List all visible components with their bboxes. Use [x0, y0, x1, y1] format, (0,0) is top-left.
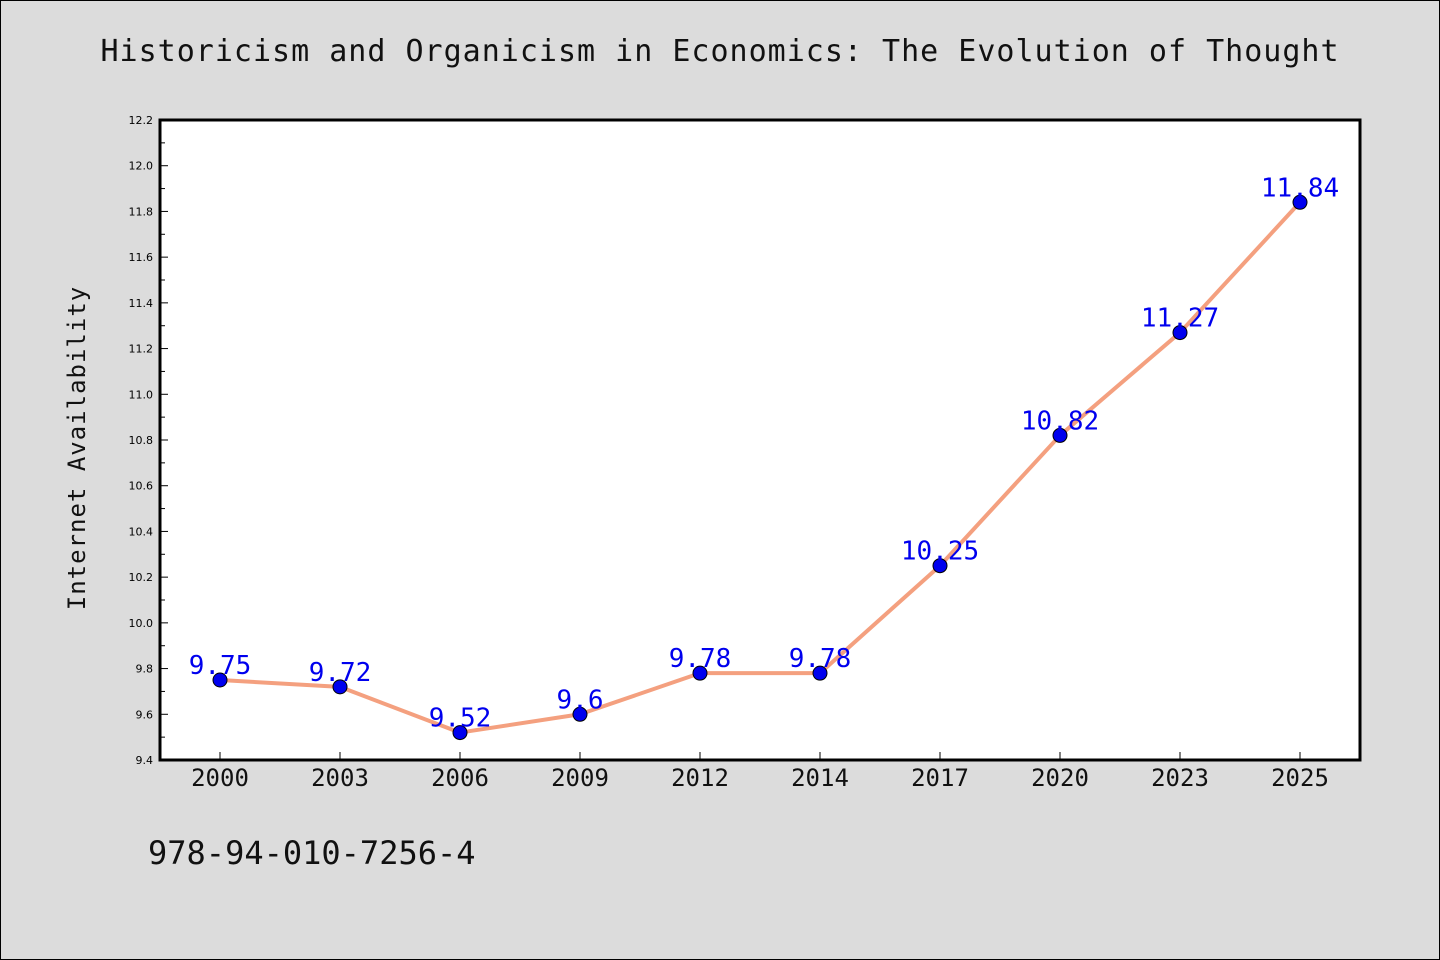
- x-tick-label: 2003: [311, 764, 369, 792]
- y-tick-label: 9.8: [136, 663, 154, 676]
- y-tick-label: 11.0: [129, 388, 154, 401]
- data-point: [452, 725, 468, 741]
- data-point: [572, 706, 588, 722]
- data-label: 9.6: [557, 685, 604, 715]
- x-tick-label: 2012: [671, 764, 729, 792]
- plot-area: [158, 118, 1362, 762]
- data-point: [332, 679, 348, 695]
- y-axis: 9.4 9.6 9.8 10.0 10.2 10.4 10.6 10.8 11.0 11.2 11.…: [129, 114, 168, 767]
- y-tick-label: 9.6: [136, 708, 154, 721]
- data-label: 11.84: [1261, 173, 1339, 203]
- data-point: [812, 665, 828, 681]
- data-label: 9.72: [309, 658, 372, 688]
- data-label: 9.78: [669, 644, 732, 674]
- y-tick-label: 11.4: [129, 297, 154, 310]
- data-label: 9.52: [429, 704, 492, 734]
- data-point: [1052, 427, 1068, 443]
- data-point: [932, 558, 948, 574]
- data-label: 10.25: [901, 537, 979, 567]
- y-tick-label: 12.2: [129, 114, 154, 127]
- data-label: 10.82: [1021, 406, 1099, 436]
- y-tick-label: 11.8: [129, 205, 154, 218]
- y-tick-label: 10.2: [129, 571, 154, 584]
- data-points: [212, 194, 1308, 741]
- y-tick-label: 11.6: [129, 251, 154, 264]
- data-point: [1172, 325, 1188, 341]
- x-tick-label: 2006: [431, 764, 489, 792]
- data-label: 9.75: [189, 651, 252, 681]
- series-line: [219, 200, 1302, 735]
- data-point: [1292, 194, 1308, 210]
- y-tick-label: 12.0: [129, 160, 154, 173]
- isbn-text: 978-94-010-7256-4: [148, 834, 476, 872]
- y-tick-label: 9.4: [136, 754, 154, 767]
- x-tick-label: 2025: [1271, 764, 1329, 792]
- y-tick-label: 10.8: [129, 434, 154, 447]
- x-tick-label: 2000: [191, 764, 249, 792]
- data-label: 11.27: [1141, 304, 1219, 334]
- chart-title: Historicism and Organicism in Economics:…: [100, 34, 1340, 69]
- x-tick-label: 2009: [551, 764, 609, 792]
- y-tick-label: 10.6: [129, 480, 154, 493]
- x-tick-label: 2014: [791, 764, 849, 792]
- x-tick-label: 2020: [1031, 764, 1089, 792]
- data-point: [212, 672, 228, 688]
- data-labels: 9.75 9.72 9.52 9.6 9.78 9.78 10.25 10.82 11.27 11…: [189, 173, 1339, 733]
- data-label: 9.78: [789, 644, 852, 674]
- x-tick-label: 2017: [911, 764, 969, 792]
- y-tick-label: 11.2: [129, 343, 154, 356]
- y-tick-label: 10.4: [129, 525, 154, 538]
- data-point: [692, 665, 708, 681]
- x-axis: 2000 2003 2006 2009 2012 2014 2017 2020 2023 2025: [191, 752, 1329, 792]
- x-tick-label: 2023: [1151, 764, 1209, 792]
- y-tick-label: 10.0: [129, 617, 154, 630]
